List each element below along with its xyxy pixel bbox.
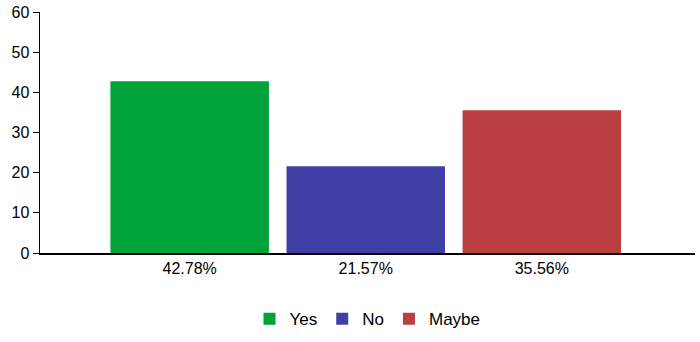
svg-text:40: 40 bbox=[12, 84, 30, 101]
svg-text:10: 10 bbox=[12, 204, 30, 221]
svg-text:60: 60 bbox=[12, 4, 30, 21]
svg-text:No: No bbox=[362, 310, 384, 329]
svg-text:21.57%: 21.57% bbox=[339, 260, 393, 277]
svg-text:0: 0 bbox=[20, 245, 29, 262]
svg-text:35.56%: 35.56% bbox=[515, 260, 569, 277]
svg-text:Maybe: Maybe bbox=[429, 310, 480, 329]
svg-text:50: 50 bbox=[12, 44, 30, 61]
svg-text:Yes: Yes bbox=[290, 310, 318, 329]
svg-text:20: 20 bbox=[12, 164, 30, 181]
svg-text:42.78%: 42.78% bbox=[163, 260, 217, 277]
svg-text:30: 30 bbox=[12, 124, 30, 141]
